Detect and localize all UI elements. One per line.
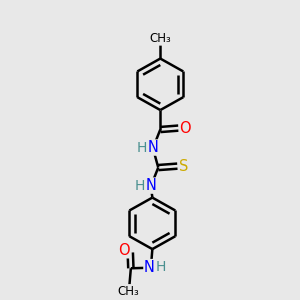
Text: CH₃: CH₃	[117, 285, 139, 298]
Text: N: N	[144, 260, 155, 274]
Text: S: S	[178, 159, 188, 174]
Text: O: O	[118, 243, 130, 258]
Text: O: O	[179, 121, 191, 136]
Text: H: H	[136, 140, 147, 154]
Text: H: H	[156, 260, 166, 274]
Text: H: H	[134, 178, 145, 193]
Text: N: N	[146, 178, 157, 193]
Text: CH₃: CH₃	[149, 32, 171, 45]
Text: N: N	[148, 140, 159, 155]
